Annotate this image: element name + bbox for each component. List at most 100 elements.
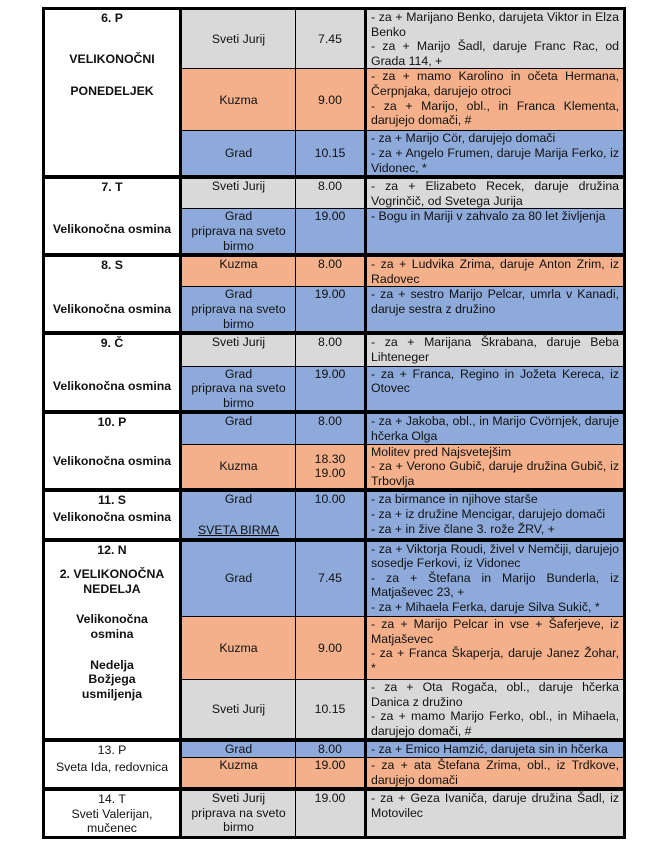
mass-time: 9.00 [318,640,342,655]
time-cell: 8.00 [295,253,367,288]
intention: - za + Viktorja Roudi, živel v Nemčiji, … [371,541,619,571]
day-cell: 10. P Velikonočna osmina [43,410,182,491]
mass-row: Kuzma 19.00 - za + ata Štefana Zrima, obl.… [44,757,625,790]
day-cell: 9. Č Velikonočna osmina [43,331,182,413]
mass-row: Grad priprava na sveto birmo 19.00 - za + s… [44,286,625,334]
intentions-cell: - za + Viktorja Roudi, živel v Nemčiji, … [365,537,625,618]
intention: - za birmance in njihove starše [371,492,538,507]
location-cell: Kuzma [180,443,296,491]
intentions-cell: - za + Ota Rogača, obl., daruje hčerka D… [365,679,625,741]
mass-time: 19.00 [314,366,346,381]
intentions-cell: - za + sestro Marijo Pelcar, umrla v Kan… [365,286,625,334]
intention: - za + Marijo, obl., in Franca Klementa,… [371,98,619,128]
day-title: 8. S [101,258,123,273]
day-subtitle: Velikonočna osmina [52,453,172,468]
intentions-cell: - za + Marijo Cör, darujejo domači - za +… [365,130,625,178]
location-name: Kuzma [219,92,258,107]
intentions-cell: - za + Marijo Pelcar in vse + Šaferjeve,… [365,616,625,681]
mass-time: 19.00 [314,209,346,224]
intentions-cell: - za birmance in njihove starše - za + iz… [365,488,625,541]
location-note: SVETA BIRMA [197,522,280,537]
location-name: Grad [224,492,253,507]
day-subtitle: Nedelja Božjega usmiljenja [81,657,143,701]
time-cell: 19.00 [295,286,367,334]
location-cell: Grad [180,537,296,618]
location-name: Sveti Jurij [211,179,266,194]
mass-time: 8.00 [318,257,342,272]
day-title: 13. P [97,743,127,758]
location-cell: Sveti Jurij [180,679,296,741]
intention: - za + iz družine Mencigar, darujejo dom… [371,506,606,521]
mass-row: 12. N 2. VELIKONOČNA NEDELJA Velikonočna o… [43,537,625,741]
location-cell: Kuzma [180,253,296,288]
location-cell: Kuzma [180,616,296,681]
mass-row: 8. S Velikonočna osmina Kuzma 8.00 - za + Lu… [43,253,625,334]
intention: - za + mamo Marijo Ferko, obl., in Mihae… [371,709,619,738]
intention: - za + Štefana in Marijo Bunderla, iz Ma… [371,570,619,600]
intentions-cell: - za + Marijano Benko, darujeta Viktor i… [365,8,625,70]
intentions-cell: Molitev pred Najsvetejšim - za + Verono G… [365,443,625,491]
location-cell: Sveti Jurij [180,331,296,367]
mass-time: 19.00 [314,791,346,806]
intention: - za + Marijo Pelcar in vse + Šaferjeve,… [371,617,619,646]
location-name: Kuzma [219,257,258,272]
location-cell: Grad [180,738,296,759]
location-cell: Sveti Jurij [180,175,296,210]
location-name: Grad [224,287,253,302]
location-name: Kuzma [219,758,258,772]
mass-time: 19.00 [314,758,346,772]
day-title: 11. S [97,493,127,508]
mass-schedule-table: 6. P VELIKONOČNI PONEDELJEK Sveti Jurij 7.45… [42,7,626,839]
location-cell: Grad priprava na sveto birmo [180,365,296,413]
location-name: Kuzma [219,459,258,474]
intention: - za + Marijo Cör, darujejo domači [371,131,556,146]
intention: - za + Jakoba, obl., in Marijo Cvörnjek,… [371,414,619,443]
mass-row: 14. T Sveti Valerijan, mučenec Sveti Jurij… [43,787,625,838]
intention: - Bogu in Mariji v zahvalo za 80 let živ… [371,209,606,224]
mass-time: 18.30 [314,451,346,466]
location-cell: Grad [180,410,296,445]
time-cell: 10.15 [295,679,367,741]
day-subtitle: Sveti Valerijan, mučenec [71,806,153,836]
location-note: priprava na sveto birmo [191,301,286,331]
time-cell: 10.15 [295,130,367,178]
intention: - za + Marijano Benko, darujeta Viktor i… [371,10,619,39]
intention: Molitev pred Najsvetejšim [371,444,512,459]
location-cell: Grad priprava na sveto birmo [180,208,296,256]
location-cell: Sveti Jurij [180,8,296,70]
mass-row: Kuzma 18.30 19.00 Molitev pred Najsvetejšim… [44,443,625,491]
location-cell: Grad priprava na sveto birmo [180,286,296,334]
mass-time: 10.15 [314,701,346,716]
intentions-cell: - Bogu in Mariji v zahvalo za 80 let živ… [365,208,625,256]
time-cell: 7.45 [295,537,367,618]
mass-time: 8.00 [318,742,342,757]
mass-time: 10.00 [314,492,346,507]
location-name: Grad [224,145,253,160]
mass-time: 8.00 [318,335,342,350]
intentions-cell: - za + Geza Ivaniča, daruje družina Šadl… [365,787,625,838]
time-cell: 9.00 [295,616,367,681]
location-name: Sveti Jurij [211,31,266,46]
time-cell: 8.00 [295,175,367,210]
mass-row: Kuzma 9.00 - za + Marijo Pelcar in vse + Š… [44,616,625,681]
intention: - za + Franca, Regino in Jožeta Kereca, … [371,366,619,396]
intention: - za + Geza Ivaniča, daruje družina Šadl… [371,791,619,820]
day-cell: 7. T Velikonočna osmina [43,175,182,256]
intention: - za + Mihaela Ferka, daruje Silva Sukič… [371,599,600,614]
time-cell: 8.00 [295,410,367,445]
time-cell: 10.00 [295,488,367,541]
location-cell: Grad [180,130,296,178]
day-subtitle: Velikonočna osmina [52,301,172,316]
day-title: 7. T [101,180,123,195]
intentions-cell: - za + Franca, Regino in Jožeta Kereca, … [365,365,625,413]
intentions-cell: - za + Marijana Škrabana, daruje Beba Li… [365,331,625,367]
day-title: 9. Č [100,336,124,351]
day-subtitle: 2. VELIKONOČNA NEDELJA [59,567,165,596]
time-cell: 8.00 [295,738,367,759]
intention: - za + Ludvika Zrima, daruje Anton Zrim,… [371,257,619,286]
day-cell: 11. S Velikonočna osmina [43,488,182,541]
time-cell: 19.00 [295,208,367,256]
intentions-cell: - za + ata Štefana Zrima, obl., iz Trdko… [365,757,625,790]
day-cell: 13. P Sveta Ida, redovnica [43,738,182,790]
location-name: Grad [224,209,253,224]
